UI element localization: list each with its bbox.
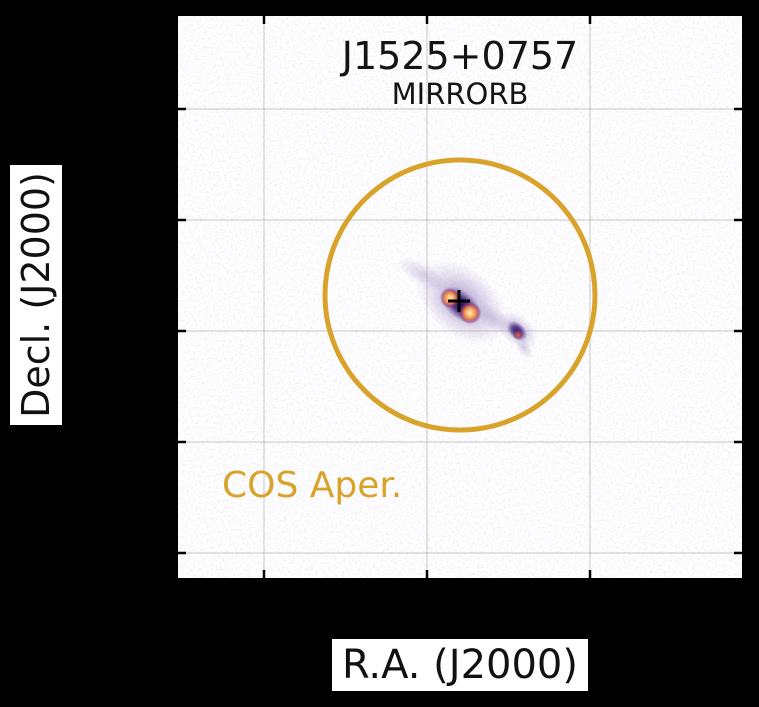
primary-nucleus-knot <box>440 288 460 308</box>
galaxy-sources <box>397 257 538 359</box>
target-cross-marker <box>448 290 470 312</box>
axes-panel <box>176 14 744 580</box>
y-axis-label: Decl. (J2000) <box>14 172 58 418</box>
y-axis-label-box: Decl. (J2000) <box>10 165 62 425</box>
plot-title: J1525+0757 <box>341 34 579 78</box>
companion-spot <box>513 330 523 340</box>
axis-ticks <box>178 16 742 578</box>
companion-tail <box>515 337 533 359</box>
x-axis-label-row: R.A. (J2000) <box>176 639 744 691</box>
plot-subtitle: MIRRORB <box>391 77 529 111</box>
cos-aperture-circle <box>322 157 598 433</box>
sky-image <box>178 16 742 578</box>
coordinate-grid <box>178 16 742 578</box>
cos-aperture-label: COS Aper. <box>222 465 403 506</box>
primary-southeast-knot <box>459 302 481 324</box>
x-axis-label: R.A. (J2000) <box>332 639 588 691</box>
